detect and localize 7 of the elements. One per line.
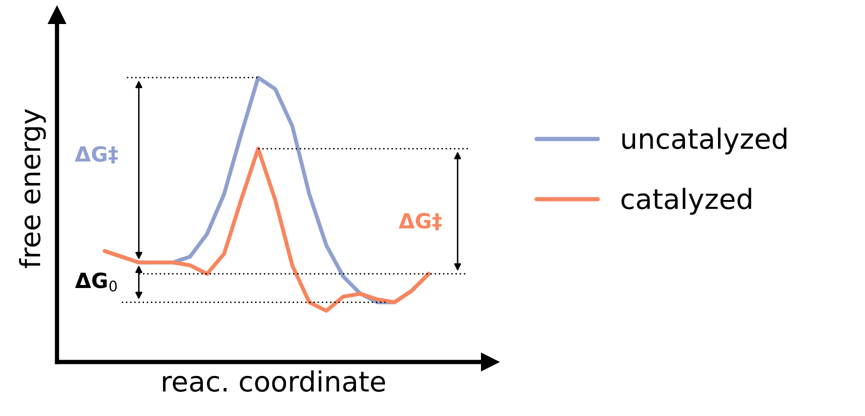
annotation: ΔG‡: [74, 146, 118, 164]
x-axis-title: reac. coordinate: [163, 370, 386, 392]
legend-label: uncatalyzed: [622, 128, 786, 154]
annotation: ΔG$_{0}$: [75, 272, 117, 292]
y-axis-title: free energy: [19, 109, 46, 268]
legend-label: catalyzed: [622, 188, 752, 215]
annotation: ΔG‡: [398, 212, 442, 230]
